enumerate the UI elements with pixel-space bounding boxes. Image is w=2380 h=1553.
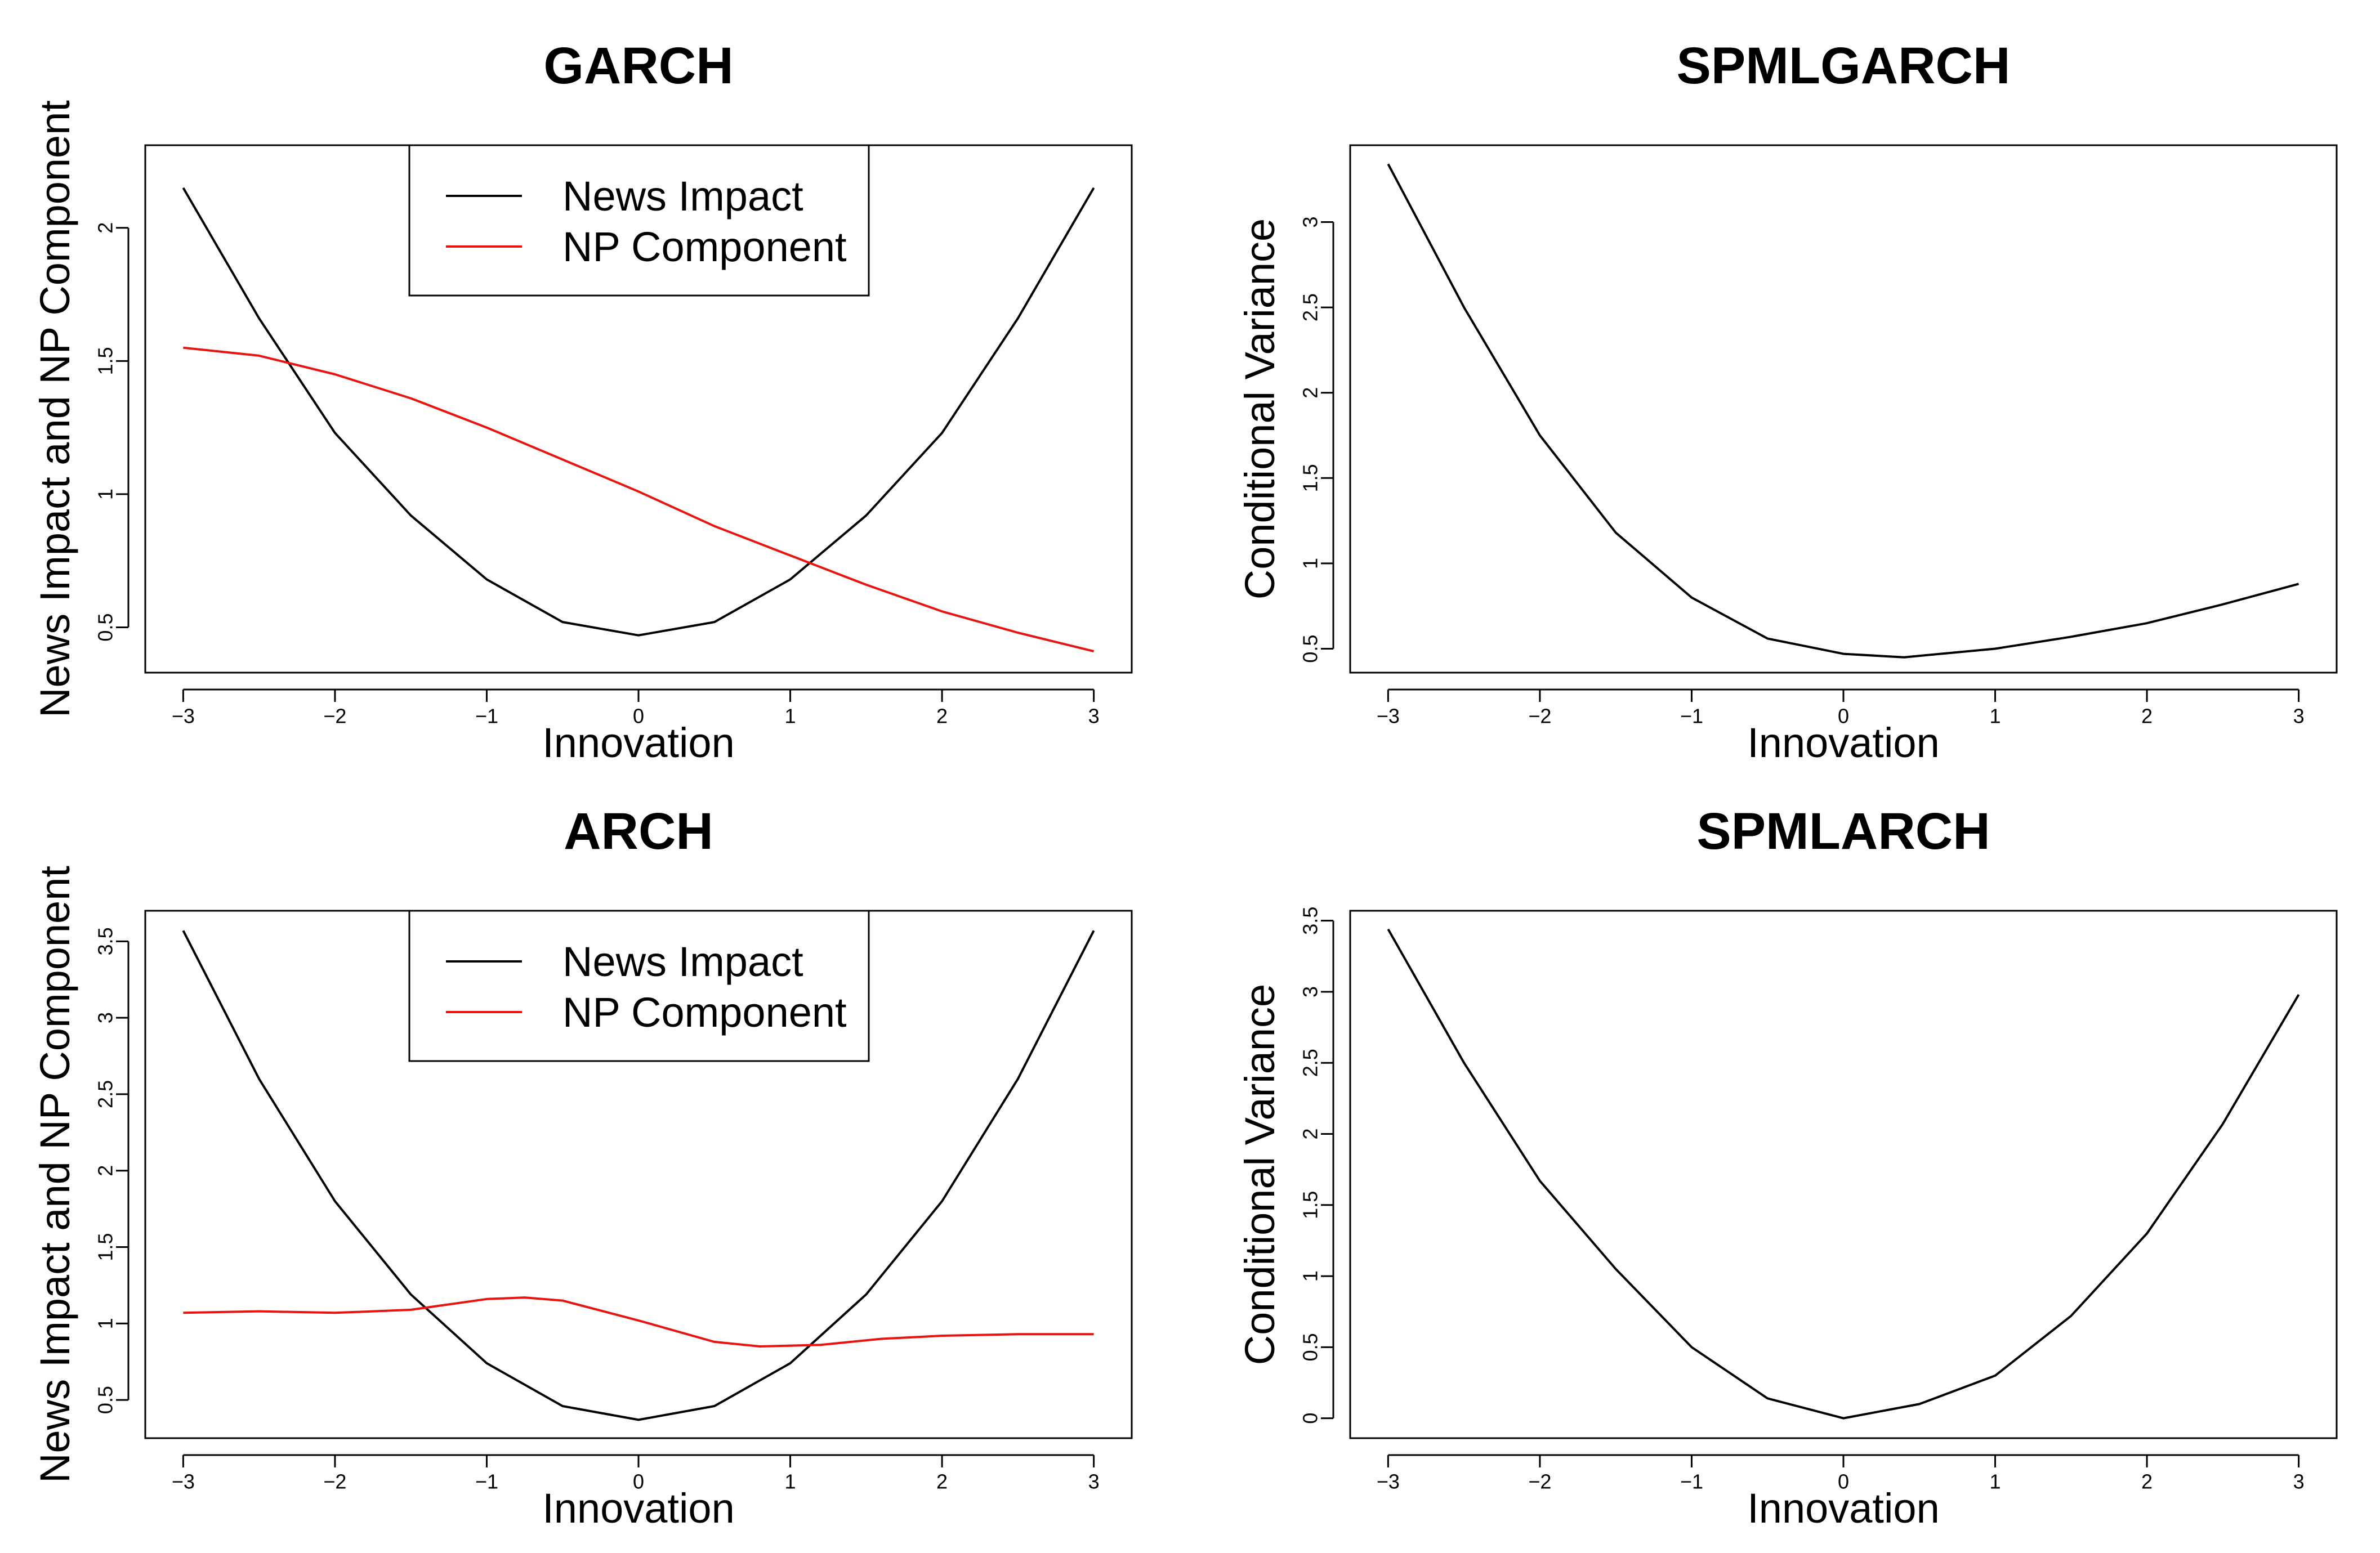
panel-spmlarch: SPMLARCH−3 −2 −1 0 1 2 3Innovation00.511.522.5…	[1236, 803, 2338, 1532]
y-tick-label: 1.5	[94, 347, 117, 375]
y-tick-label: 2	[94, 222, 117, 234]
y-tick-label: 0.5	[94, 1386, 117, 1414]
x-tick-label: −1	[1680, 1470, 1703, 1493]
panel-arch: ARCH −3 −2 −1 0 1 2 3 Innovation 0.5 1 1.5 2 2.5 3 3.5 N…	[32, 803, 1133, 1532]
panel-title: SPMLARCH	[1696, 803, 1990, 860]
y-tick-label: 0.5	[1299, 635, 1322, 663]
x-tick-label: 0	[1838, 1470, 1849, 1493]
x-tick-label: −1	[475, 1470, 498, 1493]
x-axis-label: Innovation	[1747, 719, 1940, 766]
x-tick-label: 1	[785, 705, 796, 728]
legend-label: News Impact	[562, 173, 803, 220]
y-tick-label: 1	[1299, 1270, 1322, 1282]
x-tick-label: 0	[633, 1470, 644, 1493]
series-line-news-impact	[182, 930, 1095, 1421]
y-tick-label: 1	[94, 1318, 117, 1329]
y-axis-label: News Impact and NP Component	[32, 866, 78, 1483]
legend-label: NP Component	[562, 989, 847, 1036]
x-tick-label: 3	[2293, 705, 2305, 728]
panel-title: SPMLGARCH	[1677, 37, 2011, 95]
x-tick-label: 0	[633, 705, 644, 728]
x-axis-label: Innovation	[542, 1485, 735, 1532]
series-line-np-component	[183, 346, 1095, 653]
y-tick-label: 1.5	[1299, 464, 1322, 492]
y-tick-label: 2.5	[94, 1080, 117, 1108]
x-tick-label: −3	[1377, 1470, 1400, 1493]
y-tick-label: 1	[1299, 558, 1322, 569]
x-tick-label: −2	[1528, 1470, 1551, 1493]
panel-garch: GARCH −3 −2 −1 0 1 2 3 Innovation 0.5 1 1.5 2 News Im…	[32, 37, 1133, 766]
x-tick-label: −2	[323, 1470, 346, 1493]
x-tick-label: 2	[936, 705, 948, 728]
x-tick-label: −3	[172, 705, 195, 728]
y-tick-label: 3	[94, 1012, 117, 1023]
x-tick-label: −3	[172, 1470, 195, 1493]
y-axis-label: Conditional Variance	[1236, 218, 1283, 599]
x-tick-label: −3	[1377, 705, 1400, 728]
series-line-news-impact	[182, 187, 1095, 637]
y-tick-label: 1.5	[1299, 1191, 1322, 1219]
x-tick-label: −1	[475, 705, 498, 728]
x-tick-label: 3	[2293, 1470, 2305, 1493]
y-tick-label: 2	[1299, 1129, 1322, 1140]
x-tick-label: −2	[323, 705, 346, 728]
y-tick-label: 3	[1299, 216, 1322, 227]
x-tick-label: −2	[1528, 705, 1551, 728]
x-tick-label: 2	[2141, 1470, 2153, 1493]
legend-label: NP Component	[562, 223, 847, 270]
y-tick-label: 3.5	[1299, 907, 1322, 935]
panel-title: ARCH	[564, 803, 713, 860]
plot-frame	[1349, 910, 2338, 1439]
legend-box	[408, 144, 870, 297]
panel-spmlgarch: SPMLGARCH −3 −2 −1 0 1 2 3 Innovation 0.5 1 1.5 2 2.5…	[1236, 37, 2338, 766]
x-tick-label: 1	[785, 1470, 796, 1493]
y-tick-label: 1	[94, 489, 117, 500]
y-axis-label: Conditional Variance	[1236, 984, 1283, 1365]
x-tick-label: 3	[1088, 705, 1100, 728]
y-tick-label: 0	[1299, 1413, 1322, 1424]
series-line-np-component	[183, 1296, 1094, 1348]
panel-title: GARCH	[543, 37, 733, 95]
plots: GARCH −3 −2 −1 0 1 2 3 Innovation 0.5 1 1.5 2 News Im…	[32, 37, 2338, 1532]
series-line-conditional-variance	[1387, 928, 2300, 1420]
x-tick-label: 1	[1990, 1470, 2001, 1493]
x-tick-label: 0	[1838, 705, 1849, 728]
y-tick-label: 3	[1299, 986, 1322, 997]
x-tick-label: 2	[936, 1470, 948, 1493]
y-tick-label: 2	[94, 1165, 117, 1176]
y-tick-label: 2.5	[1299, 293, 1322, 321]
y-tick-label: 1.5	[94, 1233, 117, 1261]
x-tick-label: 2	[2141, 705, 2153, 728]
y-tick-label: 0.5	[94, 614, 117, 642]
y-tick-label: 3.5	[94, 927, 117, 955]
legend-box	[408, 910, 870, 1062]
x-axis-label: Innovation	[542, 719, 735, 766]
y-tick-label: 2.5	[1299, 1049, 1322, 1077]
y-tick-label: 0.5	[1299, 1333, 1322, 1361]
x-tick-label: −1	[1680, 705, 1703, 728]
y-axis-label: News Impact and NP Component	[32, 100, 78, 718]
x-tick-label: 3	[1088, 1470, 1100, 1493]
y-tick-label: 2	[1299, 387, 1322, 399]
plot-frame	[1349, 144, 2338, 674]
x-tick-label: 1	[1990, 705, 2001, 728]
x-axis-label: Innovation	[1747, 1485, 1940, 1532]
legend-label: News Impact	[562, 938, 803, 985]
series-line-conditional-variance	[1387, 163, 2299, 659]
